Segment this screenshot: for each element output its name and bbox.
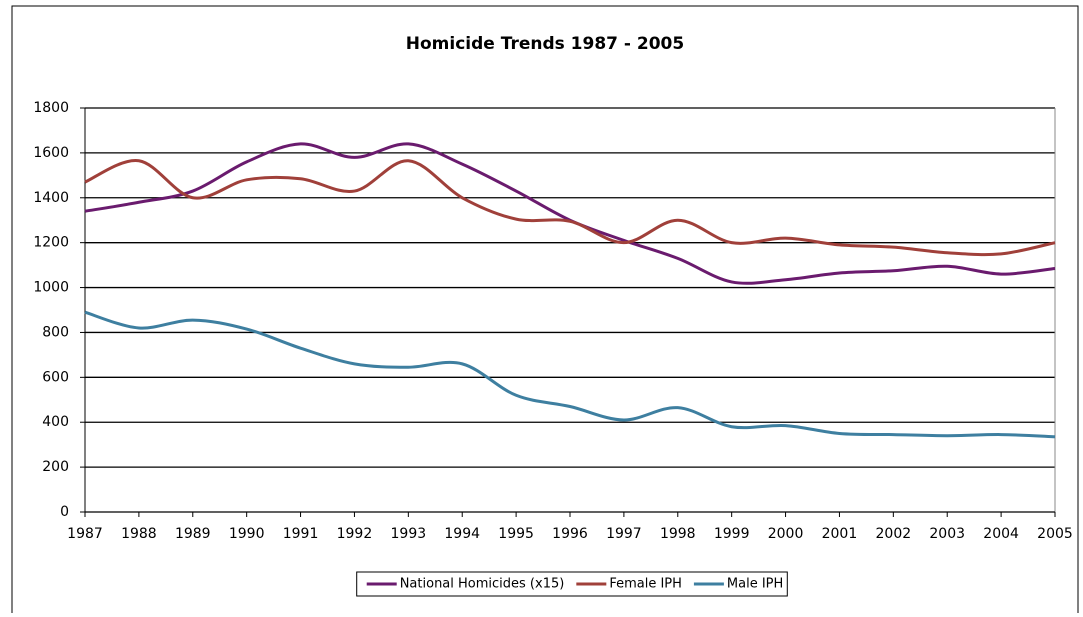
series-line bbox=[84, 159, 1056, 257]
x-tick-label: 1998 bbox=[660, 526, 696, 542]
x-tick-label: 2003 bbox=[929, 526, 965, 542]
y-tick-label: 200 bbox=[42, 459, 69, 475]
chart-title: Homicide Trends 1987 - 2005 bbox=[406, 34, 684, 54]
x-tick-label: 2004 bbox=[983, 526, 1019, 542]
x-tick-label: 1994 bbox=[444, 526, 480, 542]
x-tick-label: 2005 bbox=[1037, 526, 1073, 542]
x-tick-label: 1995 bbox=[498, 526, 534, 542]
x-tick-label: 1990 bbox=[229, 526, 265, 542]
x-tick-label: 1989 bbox=[175, 526, 211, 542]
x-tick-label: 1987 bbox=[67, 526, 103, 542]
x-tick-label: 1997 bbox=[606, 526, 642, 542]
x-tick-label: 1996 bbox=[552, 526, 588, 542]
y-tick-label: 1600 bbox=[33, 145, 69, 161]
y-tick-label: 600 bbox=[42, 369, 69, 385]
y-tick-label: 0 bbox=[60, 504, 69, 520]
y-tick-label: 1000 bbox=[33, 280, 69, 296]
x-tick-label: 1999 bbox=[714, 526, 750, 542]
x-tick-label: 1993 bbox=[391, 526, 427, 542]
x-tick-label: 2001 bbox=[822, 526, 858, 542]
y-tick-label: 800 bbox=[42, 324, 69, 340]
y-tick-label: 1400 bbox=[33, 190, 69, 206]
y-tick-label: 1200 bbox=[33, 235, 69, 251]
x-tick-label: 1988 bbox=[121, 526, 157, 542]
y-tick-label: 1800 bbox=[33, 100, 69, 116]
y-tick-label: 400 bbox=[42, 414, 69, 430]
x-tick-label: 2002 bbox=[876, 526, 912, 542]
x-tick-label: 1992 bbox=[337, 526, 373, 542]
legend-label: Male IPH bbox=[727, 577, 783, 592]
chart-border bbox=[11, 5, 1079, 617]
x-tick-label: 2000 bbox=[768, 526, 804, 542]
legend-label: Female IPH bbox=[609, 577, 682, 592]
x-tick-label: 1991 bbox=[283, 526, 319, 542]
legend-label: National Homicides (x15) bbox=[400, 577, 565, 592]
series-line bbox=[84, 142, 1056, 285]
series-line bbox=[84, 310, 1056, 439]
